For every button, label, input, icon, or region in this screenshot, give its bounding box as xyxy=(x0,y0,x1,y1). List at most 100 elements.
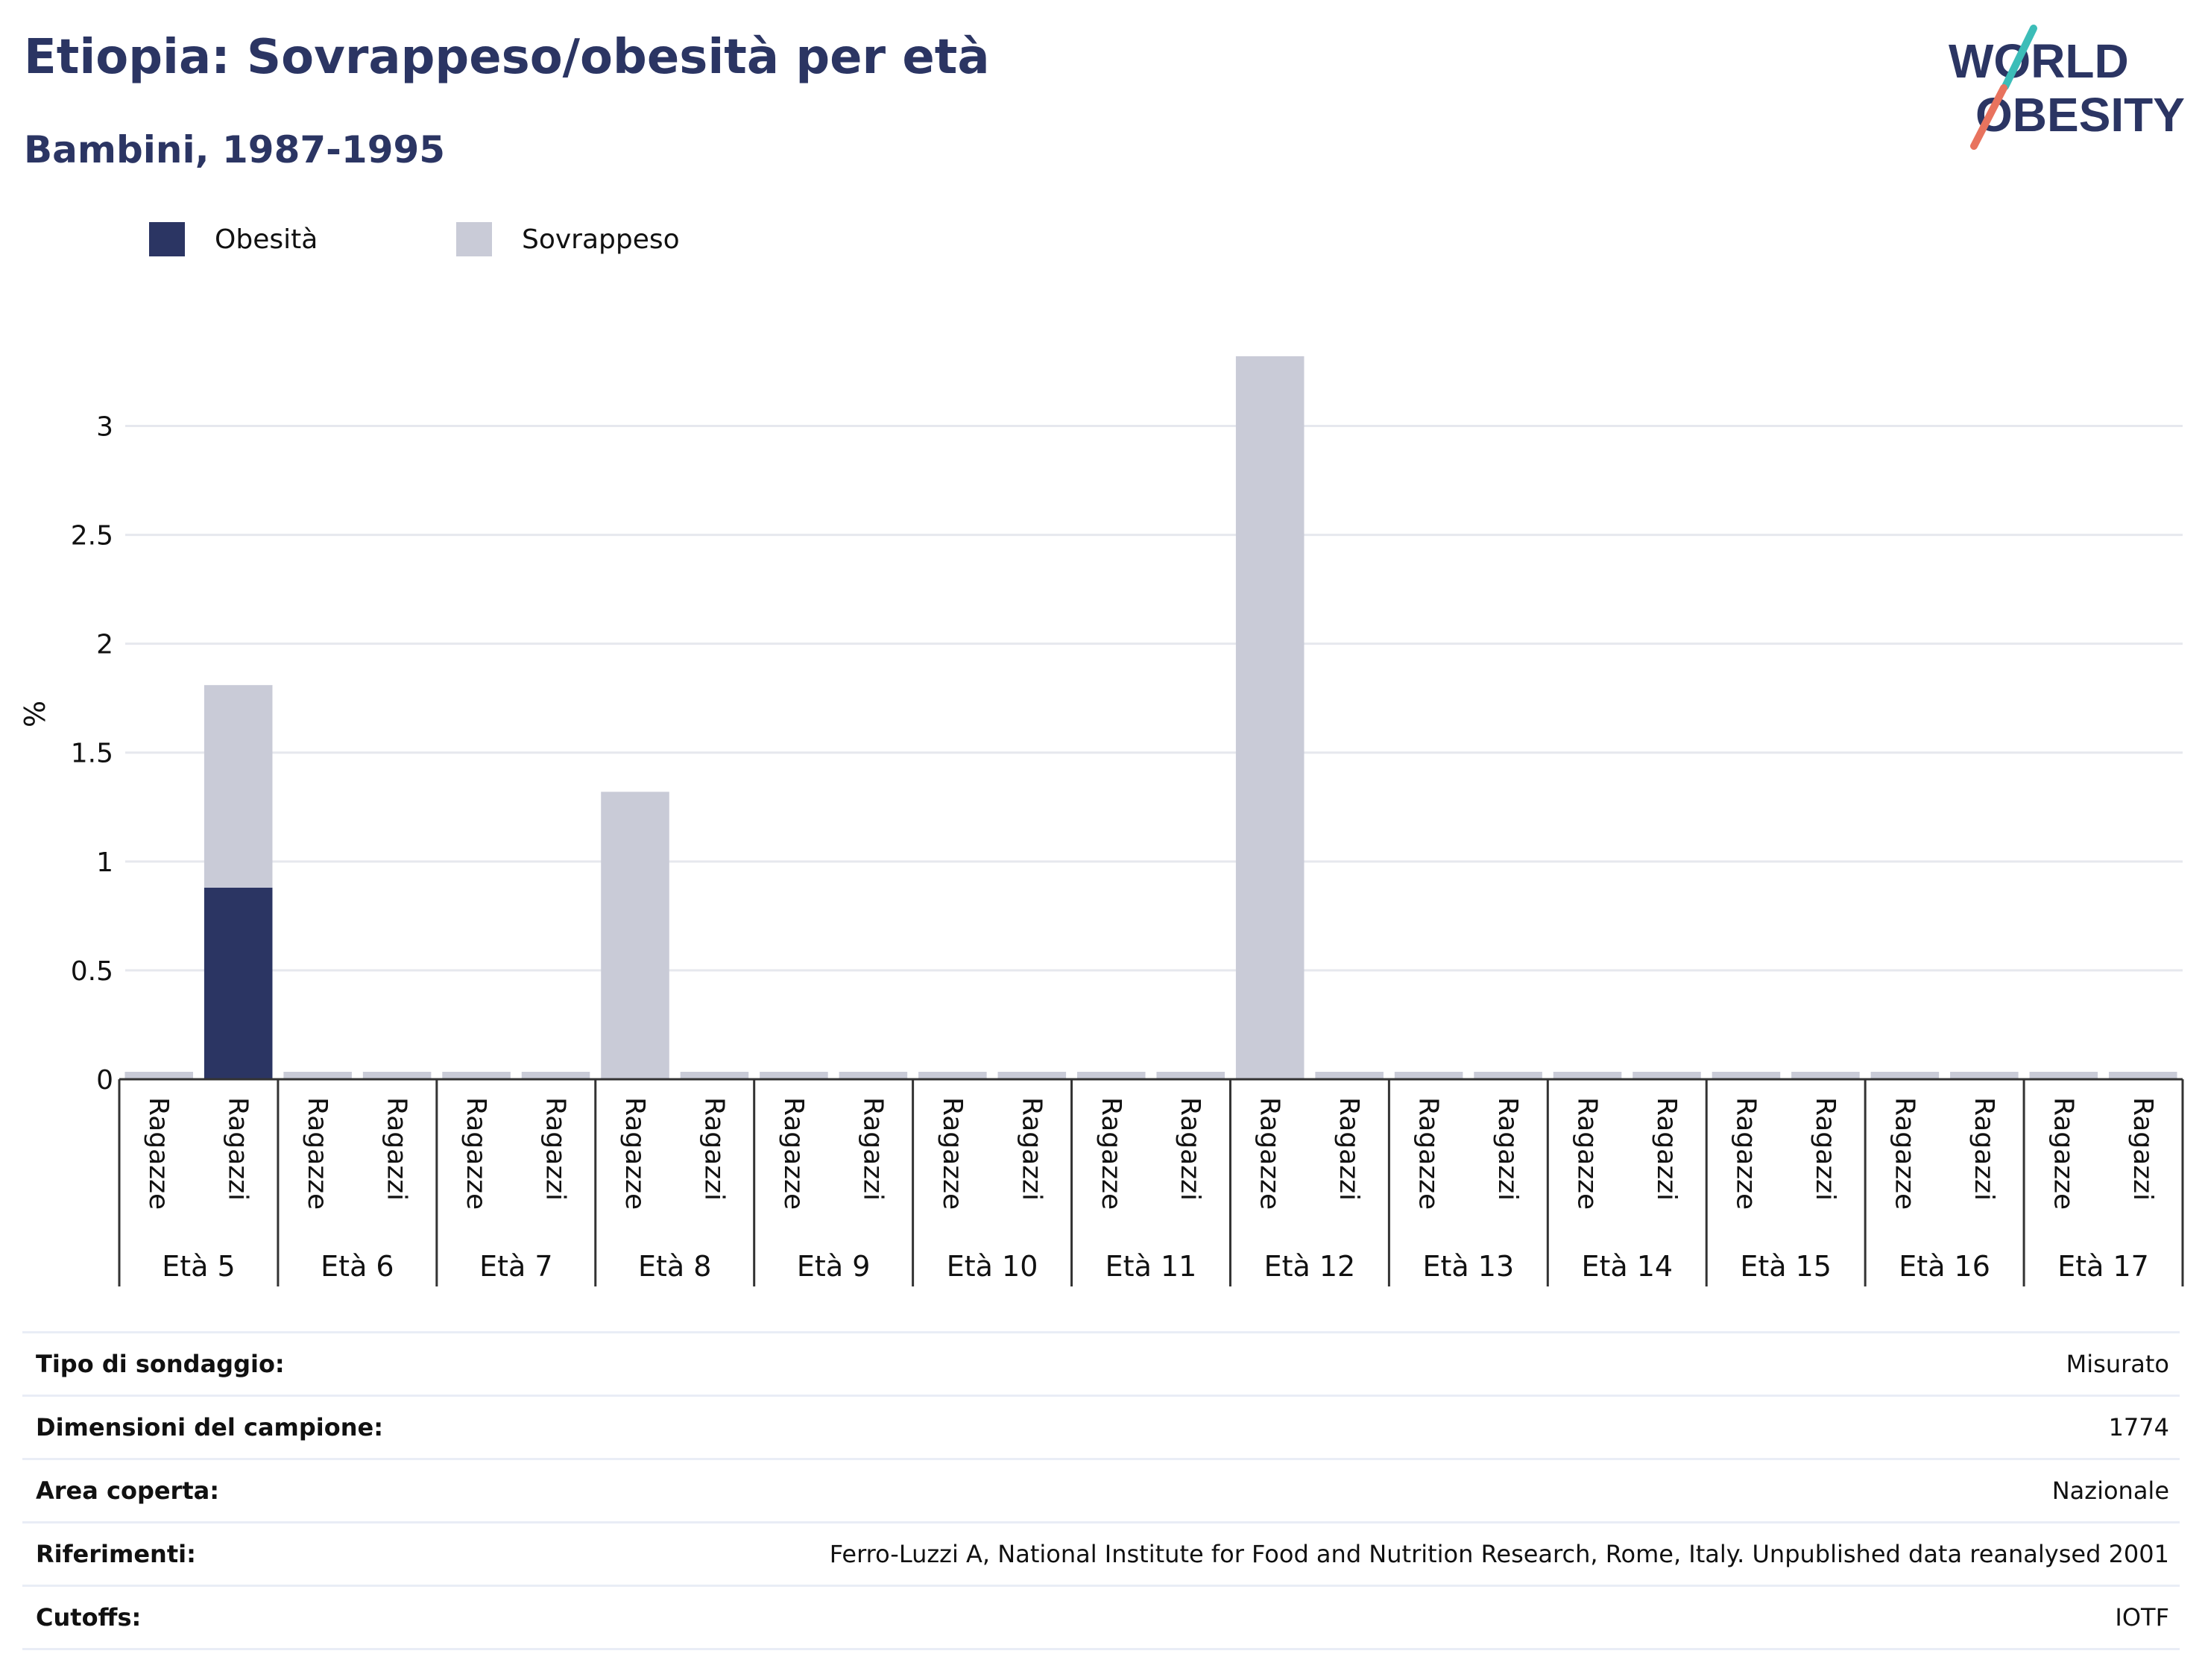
bar-zero-età-9-ragazzi xyxy=(839,1072,908,1079)
y-tick-label: 3 xyxy=(96,411,113,442)
x-subcategory-label: Ragazzi xyxy=(698,1097,729,1201)
x-subcategory-label: Ragazze xyxy=(143,1097,174,1210)
bar-zero-età-14-ragazze xyxy=(1553,1072,1622,1079)
detail-value: IOTF xyxy=(2115,1603,2169,1632)
x-subcategory-label: Ragazzi xyxy=(857,1097,888,1201)
x-subcategory-label: Ragazze xyxy=(1730,1097,1761,1210)
y-tick-label: 2.5 xyxy=(71,521,113,552)
logo-line-1: WORLD xyxy=(1949,34,2129,88)
x-subcategory-label: Ragazze xyxy=(937,1097,968,1210)
x-subcategory-label: Ragazze xyxy=(778,1097,809,1210)
survey-details-table: Tipo di sondaggio: Misurato Dimensioni d… xyxy=(22,1331,2180,1650)
bar-obesity-età-5-ragazzi xyxy=(204,887,273,1079)
x-group-label: Età 10 xyxy=(947,1250,1038,1283)
bar-zero-età-14-ragazzi xyxy=(1633,1072,1701,1079)
bar-zero-età-11-ragazzi xyxy=(1156,1072,1225,1079)
x-subcategory-label: Ragazzi xyxy=(1334,1097,1364,1201)
bar-zero-età-17-ragazzi xyxy=(2108,1072,2177,1079)
detail-row-survey-type: Tipo di sondaggio: Misurato xyxy=(22,1331,2180,1395)
detail-row-references: Riferimenti: Ferro-Luzzi A, National Ins… xyxy=(22,1521,2180,1585)
x-group-label: Età 15 xyxy=(1740,1250,1832,1283)
bar-overweight-età-12-ragazze xyxy=(1235,356,1305,1079)
detail-label: Dimensioni del campione: xyxy=(36,1413,384,1441)
detail-value: 1774 xyxy=(2108,1413,2169,1441)
bar-zero-età-10-ragazzi xyxy=(997,1072,1067,1079)
legend-item-obesity[interactable]: Obesità xyxy=(149,222,318,256)
legend-swatch-overweight xyxy=(456,222,492,256)
x-subcategory-label: Ragazzi xyxy=(1492,1097,1523,1201)
x-subcategory-label: Ragazze xyxy=(1572,1097,1603,1210)
bar-zero-età-12-ragazzi xyxy=(1315,1072,1384,1079)
bar-zero-età-15-ragazzi xyxy=(1791,1072,1860,1079)
legend-label-obesity: Obesità xyxy=(215,224,318,255)
detail-row-area: Area coperta: Nazionale xyxy=(22,1458,2180,1521)
detail-label: Riferimenti: xyxy=(36,1540,196,1568)
x-subcategory-label: Ragazzi xyxy=(1175,1097,1205,1201)
detail-label: Tipo di sondaggio: xyxy=(36,1350,285,1378)
x-group-label: Età 12 xyxy=(1264,1250,1356,1283)
bar-zero-età-7-ragazzi xyxy=(521,1072,590,1079)
x-subcategory-label: Ragazzi xyxy=(382,1097,412,1201)
bar-zero-età-17-ragazze xyxy=(2029,1072,2098,1079)
logo-line-2: OBESITY xyxy=(1975,88,2185,142)
x-subcategory-label: Ragazzi xyxy=(223,1097,253,1201)
x-group-label: Età 6 xyxy=(321,1250,394,1283)
detail-label: Area coperta: xyxy=(36,1477,220,1505)
bar-zero-età-16-ragazzi xyxy=(1950,1072,2019,1079)
bar-zero-età-11-ragazze xyxy=(1076,1072,1146,1079)
x-group-label: Età 14 xyxy=(1581,1250,1673,1283)
legend-item-overweight[interactable]: Sovrappeso xyxy=(456,222,680,256)
x-subcategory-label: Ragazzi xyxy=(1016,1097,1047,1201)
x-group-label: Età 5 xyxy=(162,1250,235,1283)
detail-value: Nazionale xyxy=(2051,1477,2169,1505)
x-subcategory-label: Ragazze xyxy=(1255,1097,1285,1210)
x-subcategory-label: Ragazzi xyxy=(1969,1097,1999,1201)
logo-slash-teal xyxy=(2001,25,2037,90)
x-group-label: Età 16 xyxy=(1899,1250,1990,1283)
bar-zero-età-8-ragazzi xyxy=(680,1072,749,1079)
bars xyxy=(124,356,2177,1079)
legend-swatch-obesity xyxy=(149,222,185,256)
x-subcategory-label: Ragazzi xyxy=(1810,1097,1840,1201)
world-obesity-logo: WORLD OBESITY xyxy=(1949,25,2185,150)
axes: 0 0.5 1 1.5 2 2.5 3 Ragazze Ragazzi Età 5 Ragazze R… xyxy=(71,411,2184,1286)
bar-zero-età-10-ragazze xyxy=(918,1072,987,1079)
x-subcategory-label: Ragazze xyxy=(619,1097,650,1210)
bar-zero-età-16-ragazze xyxy=(1870,1072,1940,1079)
bar-overweight-età-5-ragazzi xyxy=(204,685,273,888)
x-group-label: Età 8 xyxy=(638,1250,711,1283)
x-group-label: Età 17 xyxy=(2057,1250,2149,1283)
detail-label: Cutoffs: xyxy=(36,1603,142,1632)
detail-row-sample-size: Dimensioni del campione: 1774 xyxy=(22,1395,2180,1458)
x-subcategory-label: Ragazze xyxy=(2048,1097,2078,1210)
x-group-label: Età 7 xyxy=(479,1250,552,1283)
bar-chart: 0 0.5 1 1.5 2 2.5 3 Ragazze Ragazzi Età 5 Ragazze R… xyxy=(19,356,2184,1286)
detail-row-cutoffs: Cutoffs: IOTF xyxy=(22,1585,2180,1650)
y-tick-label: 2 xyxy=(96,630,113,660)
bar-overweight-età-8-ragazze xyxy=(601,792,669,1079)
x-group-label: Età 9 xyxy=(797,1250,870,1283)
page-title: Etiopia: Sovrappeso/obesità per età xyxy=(24,30,990,85)
bar-zero-età-15-ragazze xyxy=(1712,1072,1781,1079)
grid-lines xyxy=(125,424,2183,972)
y-tick-label: 0.5 xyxy=(71,956,113,987)
x-subcategory-label: Ragazze xyxy=(1889,1097,1919,1210)
bar-zero-età-13-ragazzi xyxy=(1474,1072,1542,1079)
x-subcategory-label: Ragazzi xyxy=(1651,1097,1682,1201)
bar-zero-età-6-ragazzi xyxy=(362,1072,432,1079)
logo-slash-coral xyxy=(1970,84,2007,150)
y-tick-label: 1.5 xyxy=(71,739,113,769)
y-tick-label: 1 xyxy=(96,847,113,878)
x-subcategory-label: Ragazze xyxy=(461,1097,491,1210)
detail-value: Ferro-Luzzi A, National Institute for Fo… xyxy=(829,1540,2169,1568)
x-subcategory-label: Ragazze xyxy=(1413,1097,1444,1210)
x-subcategory-label: Ragazze xyxy=(302,1097,332,1210)
page-subtitle: Bambini, 1987-1995 xyxy=(24,128,446,171)
bar-zero-età-5-ragazze xyxy=(124,1072,194,1079)
x-subcategory-label: Ragazzi xyxy=(2127,1097,2158,1201)
x-group-label: Età 11 xyxy=(1105,1250,1197,1283)
legend-label-overweight: Sovrappeso xyxy=(522,224,680,255)
x-subcategory-label: Ragazzi xyxy=(540,1097,571,1201)
y-axis-label: % xyxy=(19,701,51,727)
bar-zero-età-6-ragazze xyxy=(283,1072,352,1079)
